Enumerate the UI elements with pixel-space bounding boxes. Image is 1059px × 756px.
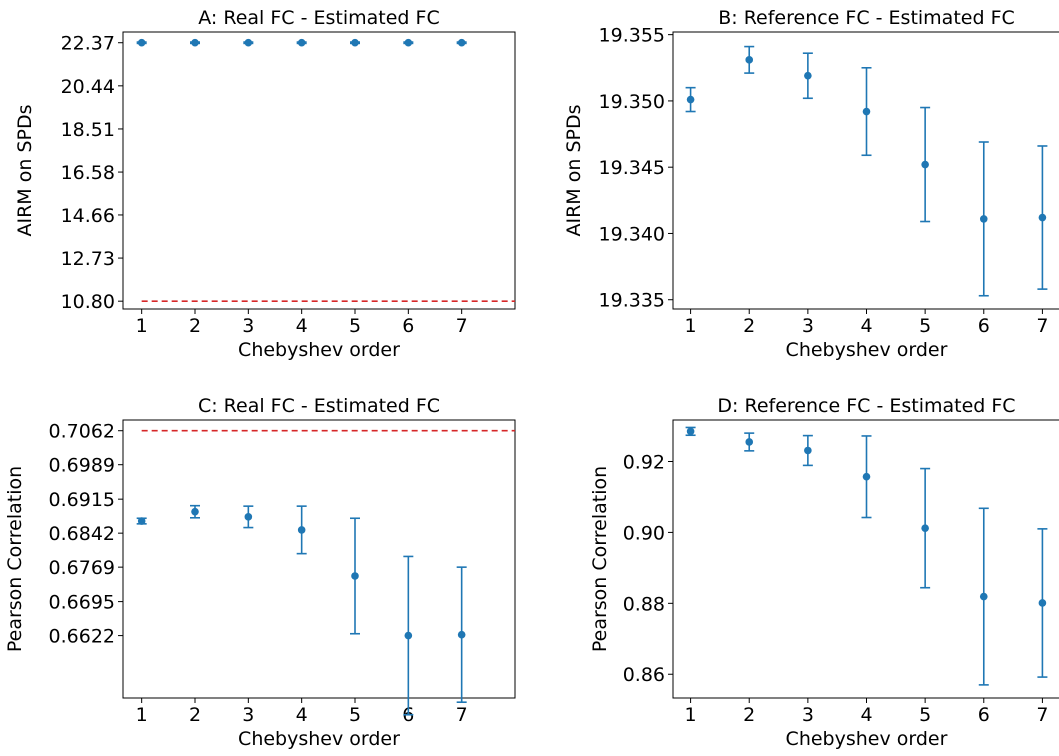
data-point [862,107,871,116]
x-tick-label: 1 [136,704,148,726]
x-tick-label: 2 [189,704,201,726]
x-axis-label: Chebyshev order [238,728,400,750]
data-point [191,507,199,516]
y-tick-label: 14.66 [61,205,115,227]
x-tick-label: 2 [189,315,201,337]
data-point [457,38,466,47]
data-point [804,71,812,80]
y-tick-label: 19.350 [599,91,665,113]
x-tick-label: 3 [802,704,814,726]
data-point [921,524,929,532]
x-tick-label: 6 [978,704,990,726]
y-tick-label: 16.58 [61,162,115,184]
y-tick-label: 19.335 [599,290,665,312]
x-tick-label: 1 [685,704,697,726]
y-tick-label: 0.6915 [49,489,115,511]
panel-d: D: Reference FC - Estimated FC 1 2 3 4 5 6 7 0.9… [589,395,1059,750]
y-tick-label: 0.6622 [49,626,115,648]
x-tick-label: 5 [919,704,931,726]
y-tick-label: 0.86 [623,664,665,686]
data-point [457,630,466,639]
y-tick-label: 22.37 [61,33,115,55]
panel-c: C: Real FC - Estimated FC12345670.70620.… [4,395,516,750]
y-tick-label: 0.90 [623,522,665,544]
x-tick-label: 1 [136,315,148,337]
data-point [137,38,146,47]
x-tick-label: 4 [296,704,308,726]
x-tick-label: 4 [860,704,872,726]
data-point [351,572,359,580]
x-tick-label: 7 [1036,704,1048,726]
y-tick-label: 0.88 [623,593,665,615]
x-tick-label: 6 [402,315,414,337]
x-tick-label: 7 [456,704,468,726]
x-tick-label: 5 [919,315,931,337]
data-point [921,160,929,169]
data-point [404,38,413,47]
data-point [297,38,306,47]
chart-title: D: Reference FC - Estimated FC [717,395,1015,417]
y-axis-label: AIRM on SPDs [563,105,585,237]
plot-frame [122,31,516,310]
data-point [745,438,754,446]
y-tick-label: 0.6769 [49,557,115,579]
chart-title: C: Real FC - Estimated FC [198,395,440,417]
data-point [191,38,199,47]
chart-title: A: Real FC - Estimated FC [198,7,439,29]
y-tick-label: 0.6842 [49,523,115,545]
x-axis-label: Chebyshev order [786,339,948,361]
y-axis-label: AIRM on SPDs [14,105,36,237]
x-tick-label: 5 [349,315,361,337]
x-tick-label: 3 [802,315,814,337]
x-axis-label: Chebyshev order [238,339,400,361]
data-point [686,427,695,436]
data-point [1038,599,1047,607]
y-tick-label: 18.51 [61,119,115,141]
panel-a: A: Real FC - Estimated FC 1 2 3 4 5 6 7 22.37 20.… [14,7,516,361]
data-point [244,513,253,521]
data-point [862,472,871,481]
y-tick-label: 20.44 [61,76,115,98]
x-tick-label: 6 [978,315,990,337]
plot-frame [122,419,516,699]
x-axis-label: Chebyshev order [786,728,948,750]
y-axis-label: Pearson Correlation [589,466,611,652]
y-tick-label: 19.340 [599,223,665,245]
x-tick-label: 7 [1036,315,1048,337]
y-axis-label: Pearson Correlation [4,466,26,652]
y-tick-label: 0.92 [623,451,665,473]
x-tick-label: 3 [242,704,254,726]
data-point [979,215,988,223]
data-point [1038,213,1047,222]
x-tick-label: 4 [860,315,872,337]
y-tick-label: 19.355 [599,25,665,47]
y-tick-label: 19.345 [599,157,665,179]
chart-title: B: Reference FC - Estimated FC [718,7,1015,29]
data-point [686,95,695,104]
data-point [804,446,812,455]
x-tick-label: 2 [743,315,755,337]
x-tick-label: 4 [296,315,308,337]
panel-b: B: Reference FC - Estimated FC 1 2 3 4 5 6 7 19.… [563,7,1059,361]
data-point [979,592,988,601]
x-tick-label: 2 [743,704,755,726]
data-point [244,38,253,47]
y-tick-label: 0.6989 [49,455,115,477]
y-tick-label: 12.73 [61,248,115,270]
y-tick-label: 10.80 [61,291,115,313]
y-tick-label: 0.7062 [49,421,115,443]
x-tick-label: 7 [456,315,468,337]
data-point [745,56,754,64]
x-tick-label: 5 [349,704,361,726]
x-tick-label: 1 [685,315,697,337]
data-point [297,526,306,534]
data-point [137,517,146,525]
x-tick-label: 3 [242,315,254,337]
data-point [404,631,413,640]
y-tick-label: 0.6695 [49,592,115,614]
data-point [351,38,359,47]
